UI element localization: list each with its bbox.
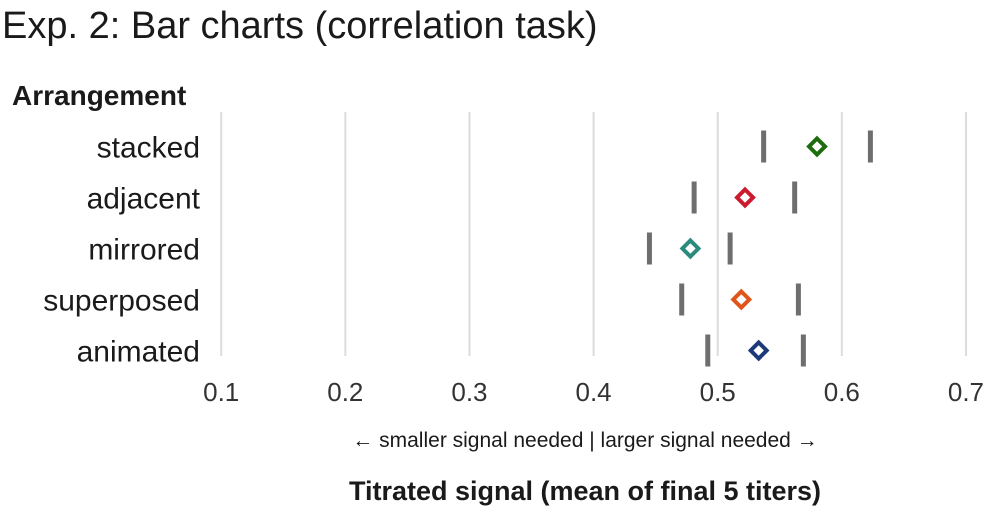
x-tick-labels: 0.1 0.2 0.3 0.4 0.5 0.6 0.7 — [203, 377, 984, 407]
mean-marker-adjacent — [734, 186, 756, 209]
category-label-animated: animated — [77, 336, 200, 369]
category-label-mirrored: mirrored — [88, 234, 200, 267]
mean-marker-mirrored — [679, 237, 702, 260]
category-label-superposed: superposed — [43, 285, 200, 318]
data-marks — [646, 130, 873, 367]
x-tick-label: 0.5 — [700, 377, 736, 407]
category-labels: stacked adjacent mirrored superposed animate… — [43, 132, 200, 369]
y-axis-title: Arrangement — [12, 80, 186, 111]
mean-marker-animated — [747, 339, 770, 362]
mean-marker-stacked — [806, 135, 828, 158]
category-label-adjacent: adjacent — [87, 183, 201, 216]
x-tick-label: 0.1 — [203, 377, 239, 407]
x-axis-title: Titrated signal (mean of final 5 titers) — [349, 476, 821, 506]
x-tick-label: 0.4 — [576, 377, 612, 407]
x-tick-label: 0.7 — [948, 377, 984, 407]
direction-note: ← smaller signal needed | larger signal … — [352, 429, 817, 452]
x-tick-label: 0.6 — [824, 377, 860, 407]
x-tick-label: 0.2 — [327, 377, 363, 407]
category-label-stacked: stacked — [97, 132, 200, 165]
chart-title: Exp. 2: Bar charts (correlation task) — [2, 5, 598, 47]
mean-marker-superposed — [730, 288, 753, 311]
x-tick-label: 0.3 — [451, 377, 487, 407]
gridlines — [220, 112, 967, 356]
